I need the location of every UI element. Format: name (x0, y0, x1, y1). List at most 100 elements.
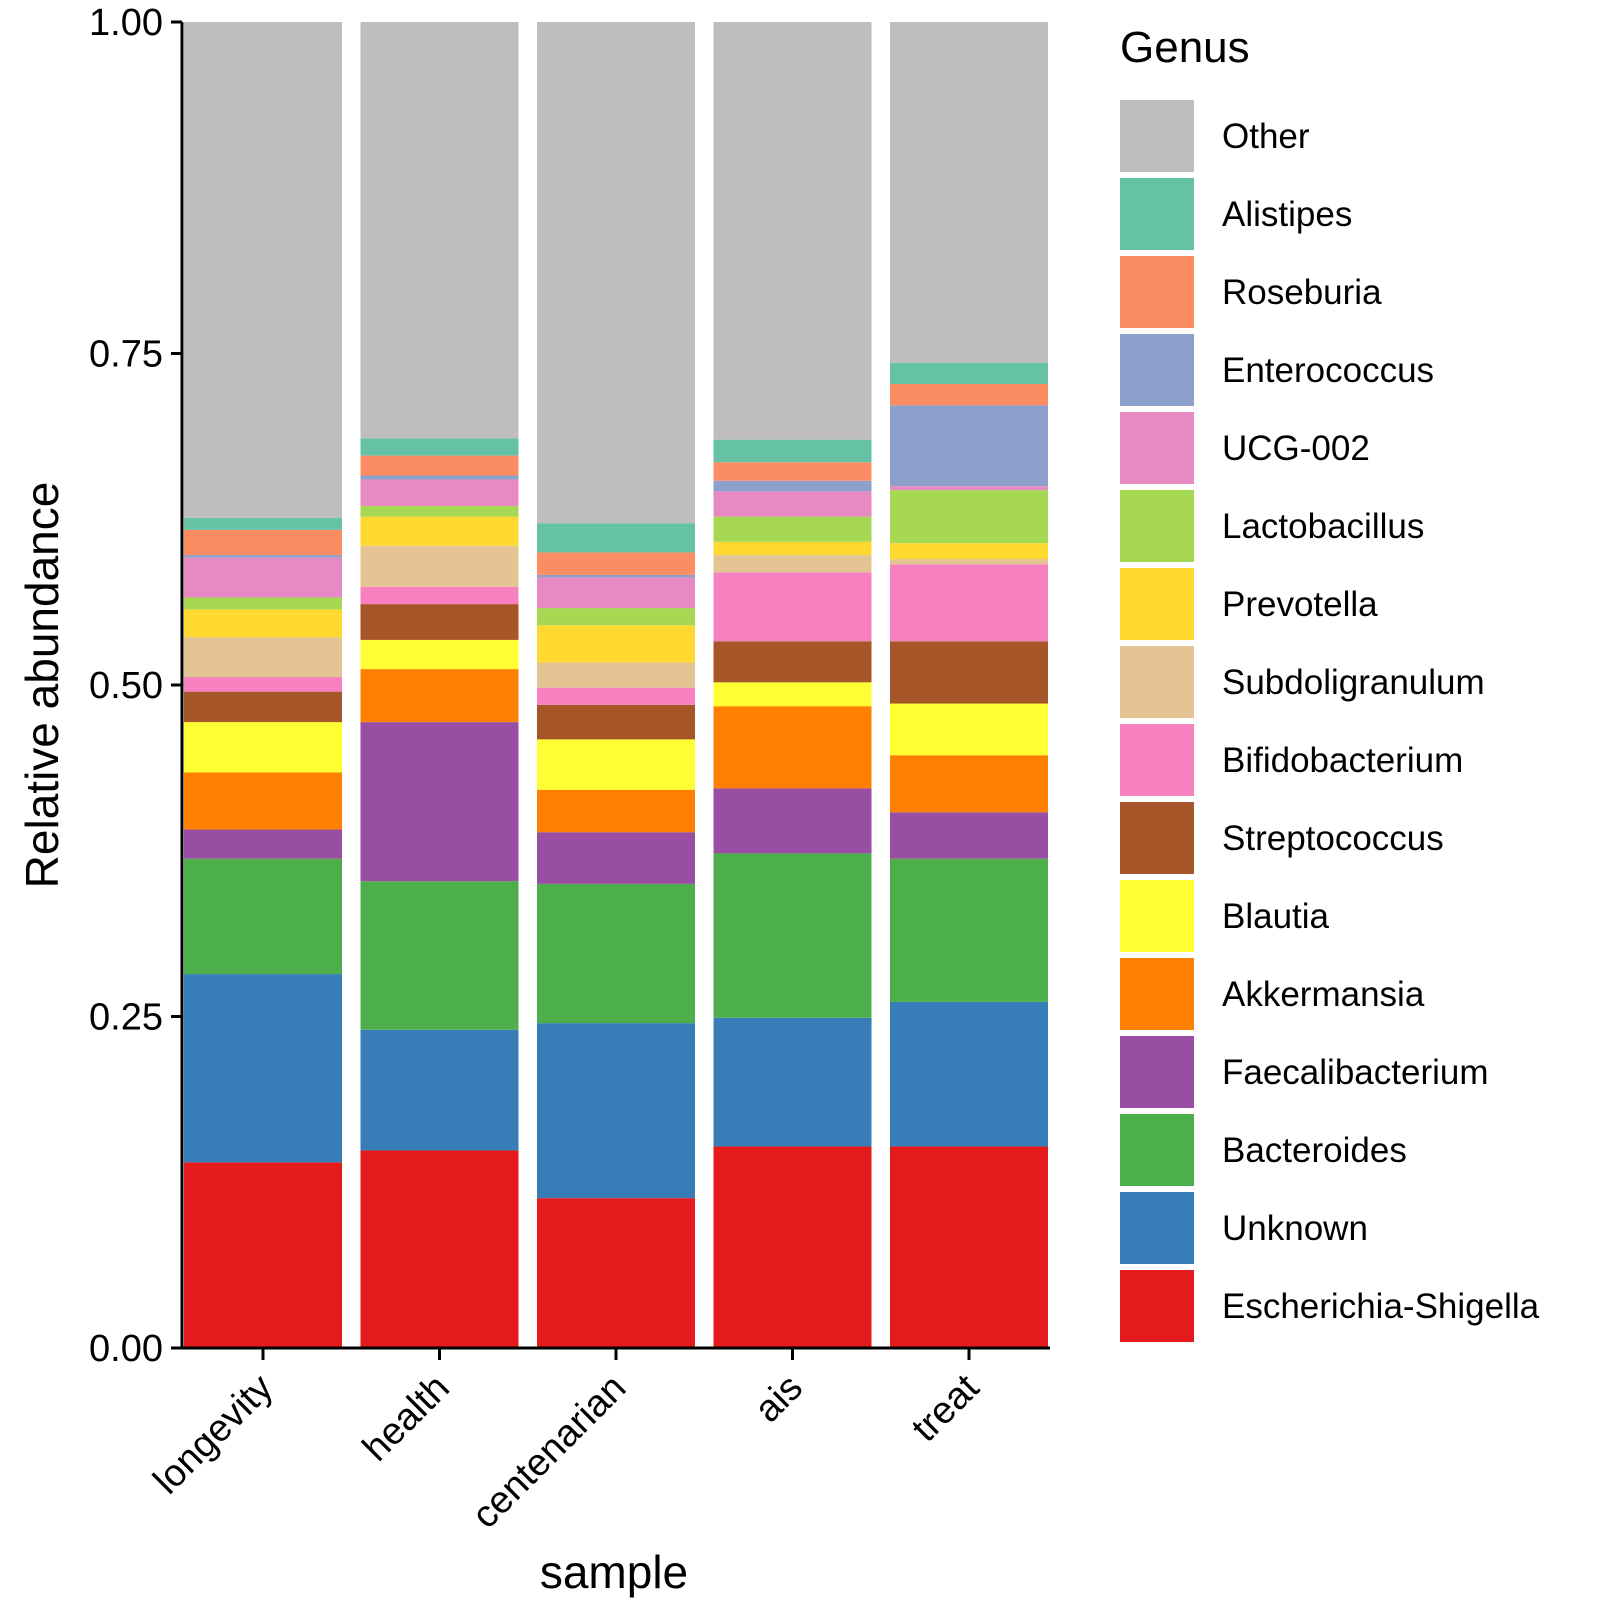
x-tick-label-health: health (355, 1367, 458, 1470)
legend-key-streptococcus (1120, 802, 1194, 874)
x-tick-label-centenarian: centenarian (464, 1367, 634, 1537)
bar-segment-treat-faecalibacterium (890, 812, 1048, 859)
legend-key-akkermansia (1120, 958, 1194, 1030)
bars-layer (184, 22, 1048, 1348)
bar-segment-ais-blautia (713, 682, 872, 707)
bar-segment-centenarian-other (537, 22, 695, 524)
bar-segment-treat-escherichia-shigella (890, 1146, 1048, 1348)
bar-segment-treat-streptococcus (890, 641, 1048, 704)
bar-segment-health-akkermansia (360, 669, 519, 723)
bar-segment-ais-alistipes (713, 439, 872, 463)
bar-segment-health-roseburia (360, 455, 519, 476)
x-ticks: longevity health centenarian ais treat (146, 1348, 988, 1537)
bar-segment-longevity-bacteroides (184, 858, 342, 975)
bar-segment-centenarian-alistipes (537, 523, 695, 553)
bar-segment-ais-subdoligranulum (713, 555, 872, 573)
y-tick-label: 0.00 (89, 1328, 163, 1370)
bar-segment-health-faecalibacterium (360, 722, 519, 882)
bar-segment-treat-roseburia (890, 383, 1048, 406)
y-tick-label: 0.25 (89, 997, 163, 1039)
y-tick-label: 0.75 (89, 334, 163, 376)
bar-segment-centenarian-faecalibacterium (537, 832, 695, 884)
legend-label-akkermansia: Akkermansia (1222, 975, 1425, 1014)
legend-key-subdoligranulum (1120, 646, 1194, 718)
bar-segment-longevity-blautia (184, 722, 342, 773)
bar-segment-centenarian-enterococcus (537, 574, 695, 578)
bar-segment-ais-unknown (713, 1017, 872, 1147)
legend-key-escherichia-shigella (1120, 1270, 1194, 1342)
bar-segment-centenarian-escherichia-shigella (537, 1198, 695, 1348)
bar-segment-treat-blautia (890, 703, 1048, 756)
legend-key-faecalibacterium (1120, 1036, 1194, 1108)
bar-segment-longevity-unknown (184, 974, 342, 1163)
legend-key-bacteroides (1120, 1114, 1194, 1186)
bar-segment-longevity-alistipes (184, 517, 342, 530)
legend-key-enterococcus (1120, 334, 1194, 406)
bar-segment-ais-akkermansia (713, 706, 872, 789)
bar-segment-longevity-lactobacillus (184, 597, 342, 610)
bar-segment-centenarian-lactobacillus (537, 608, 695, 626)
legend-label-unknown: Unknown (1222, 1209, 1368, 1248)
x-tick-label-ais: ais (747, 1367, 811, 1431)
bar-segment-longevity-akkermansia (184, 772, 342, 830)
bar-segment-ais-roseburia (713, 462, 872, 481)
bar-segment-health-bifidobacterium (360, 586, 519, 605)
bar-segment-treat-lactobacillus (890, 490, 1048, 544)
bar-segment-health-unknown (360, 1029, 519, 1151)
legend-key-bifidobacterium (1120, 724, 1194, 796)
legend-key-other (1120, 100, 1194, 172)
bar-segment-longevity-subdoligranulum (184, 637, 342, 678)
bar-segment-ais-other (713, 22, 872, 440)
legend-label-ucg-002: UCG-002 (1222, 429, 1370, 468)
bar-segment-health-enterococcus (360, 475, 519, 480)
bar-segment-centenarian-bifidobacterium (537, 687, 695, 705)
legend-label-faecalibacterium: Faecalibacterium (1222, 1053, 1489, 1092)
bar-segment-health-prevotella (360, 516, 519, 546)
bar-segment-centenarian-blautia (537, 739, 695, 790)
bar-segment-longevity-ucg-002 (184, 557, 342, 598)
legend-label-lactobacillus: Lactobacillus (1222, 507, 1424, 546)
legend-key-blautia (1120, 880, 1194, 952)
legend-label-streptococcus: Streptococcus (1222, 819, 1444, 858)
bar-segment-treat-bifidobacterium (890, 564, 1048, 642)
bar-segment-health-alistipes (360, 438, 519, 456)
bar-segment-centenarian-prevotella (537, 625, 695, 663)
bar-segment-longevity-escherichia-shigella (184, 1162, 342, 1348)
y-axis-title: Relative abundance (16, 482, 68, 889)
bar-segment-health-blautia (360, 639, 519, 670)
legend-label-enterococcus: Enterococcus (1222, 351, 1434, 390)
bar-segment-treat-ucg-002 (890, 486, 1048, 491)
y-tick-label: 0.50 (89, 665, 163, 707)
legend-key-unknown (1120, 1192, 1194, 1264)
y-tick-label: 1.00 (89, 2, 163, 44)
bar-segment-health-escherichia-shigella (360, 1150, 519, 1348)
bar-segment-treat-bacteroides (890, 858, 1048, 1002)
legend: Genus Other Alistipes Roseburia Enterococcu… (1120, 23, 1540, 1342)
legend-label-prevotella: Prevotella (1222, 585, 1378, 624)
bar-segment-health-bacteroides (360, 881, 519, 1030)
bar-segment-treat-prevotella (890, 543, 1048, 560)
bar-segment-treat-subdoligranulum (890, 559, 1048, 565)
bar-segment-longevity-prevotella (184, 609, 342, 638)
bar-segment-longevity-other (184, 22, 342, 518)
bar-segment-treat-unknown (890, 1001, 1048, 1147)
bar-segment-treat-other (890, 22, 1048, 363)
bar-segment-ais-faecalibacterium (713, 788, 872, 854)
bar-segment-longevity-faecalibacterium (184, 829, 342, 859)
bar-segment-treat-enterococcus (890, 405, 1048, 487)
bar-segment-treat-alistipes (890, 362, 1048, 384)
bar-segment-treat-akkermansia (890, 755, 1048, 813)
legend-key-alistipes (1120, 178, 1194, 250)
x-axis-title: sample (540, 1546, 688, 1598)
bar-segment-health-lactobacillus (360, 505, 519, 517)
legend-label-blautia: Blautia (1222, 897, 1330, 936)
bar-segment-health-other (360, 22, 519, 439)
legend-key-lactobacillus (1120, 490, 1194, 562)
bar-segment-longevity-streptococcus (184, 691, 342, 723)
bar-segment-longevity-roseburia (184, 529, 342, 556)
bar-segment-longevity-enterococcus (184, 555, 342, 558)
bar-segment-health-streptococcus (360, 604, 519, 640)
x-tick-label-treat: treat (904, 1366, 988, 1450)
legend-key-prevotella (1120, 568, 1194, 640)
